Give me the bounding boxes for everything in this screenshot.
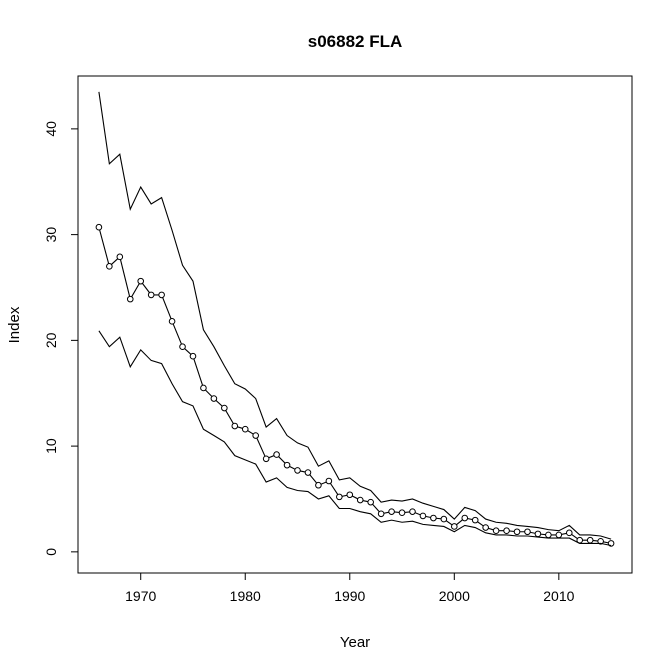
data-point — [451, 523, 458, 530]
x-tick-label: 2000 — [439, 588, 470, 604]
data-point — [283, 461, 291, 469]
x-axis: 1970 1980 1990 2000 2010 — [125, 572, 575, 604]
series-line-upper — [98, 91, 612, 540]
data-point — [294, 467, 301, 474]
x-tick-label: 1980 — [230, 588, 261, 604]
data-point — [210, 395, 218, 402]
y-axis: 0 10 20 30 40 — [43, 121, 79, 556]
data-point — [137, 277, 145, 285]
data-point — [377, 510, 385, 518]
y-tick-label: 20 — [43, 332, 59, 348]
data-point — [262, 455, 270, 463]
data-point — [336, 493, 343, 501]
data-point — [241, 425, 249, 433]
data-point — [545, 531, 552, 539]
x-axis-label: Year — [340, 634, 370, 651]
data-point — [252, 432, 259, 439]
data-point — [597, 537, 604, 545]
data-point — [565, 529, 573, 537]
x-tick-label: 2010 — [543, 588, 574, 604]
data-point — [106, 263, 113, 270]
data-point — [430, 514, 437, 522]
data-point — [471, 516, 479, 524]
data-point — [482, 524, 489, 531]
data-point — [346, 491, 354, 499]
data-point — [388, 508, 395, 515]
data-point — [367, 498, 374, 506]
data-point — [461, 514, 469, 522]
plot-frame — [77, 75, 633, 574]
data-point — [398, 509, 406, 517]
data-point — [503, 527, 510, 535]
data-point — [179, 343, 186, 351]
data-point — [492, 527, 500, 535]
data-point — [116, 253, 124, 261]
data-point — [419, 512, 427, 520]
x-tick-label: 1970 — [125, 588, 156, 604]
y-tick-label: 10 — [43, 438, 59, 454]
data-point — [189, 352, 197, 360]
data-point — [440, 515, 448, 523]
data-point — [304, 469, 312, 476]
data-point — [200, 384, 207, 392]
data-point — [231, 422, 239, 430]
data-point — [325, 477, 333, 485]
data-point — [586, 536, 594, 544]
data-point — [158, 291, 165, 299]
series-line-lower — [98, 330, 612, 547]
y-axis-label: Index — [6, 306, 23, 343]
data-point — [555, 531, 563, 539]
data-point — [168, 318, 176, 325]
data-point — [513, 528, 521, 536]
data-point — [356, 496, 364, 504]
y-tick-label: 30 — [43, 227, 59, 243]
data-point — [95, 223, 103, 231]
series-line-estimate — [98, 227, 612, 544]
data-point — [524, 528, 531, 536]
chart-title: s06882 FLA — [308, 32, 403, 51]
data-point — [221, 404, 228, 412]
y-tick-label: 40 — [43, 121, 59, 137]
series-layer — [95, 91, 615, 547]
y-tick-label: 0 — [43, 548, 59, 556]
data-point — [409, 508, 416, 515]
data-point — [315, 481, 322, 489]
data-point — [273, 451, 280, 458]
data-point — [126, 295, 134, 303]
x-tick-label: 1990 — [334, 588, 365, 604]
data-point — [147, 291, 155, 299]
data-point — [534, 530, 542, 538]
